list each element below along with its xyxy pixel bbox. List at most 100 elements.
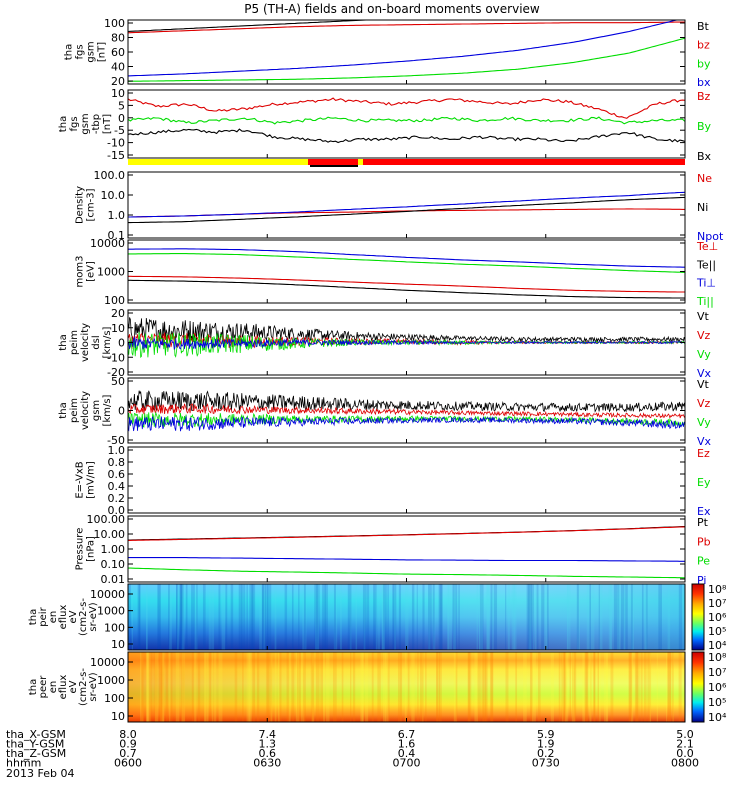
legend-by: by (697, 57, 711, 70)
y-tick-label: -5 (114, 124, 125, 137)
panel-traces (128, 191, 685, 224)
spectrogram-streak (608, 584, 612, 650)
spectrogram-streak (203, 652, 206, 722)
spectrogram-streak (158, 584, 161, 650)
y-axis-label-line: eflux (58, 605, 69, 630)
footer-ephemeris: tha_X-GSM 8.0 7.4 6.7 5.9 5.0 tha_Y-GSM 0.9 1.3 1… (6, 728, 699, 770)
spectrogram-streak (252, 652, 256, 722)
status-bar-black (310, 165, 358, 167)
spectrogram-streak (160, 652, 165, 722)
spectrogram-streak (355, 584, 358, 650)
colorbar-label: 10⁴ (708, 711, 727, 724)
spectrogram-streak (323, 652, 326, 722)
spectrogram-streak (146, 652, 149, 722)
spectrogram-streak (630, 652, 634, 722)
y-tick-label: 100 (104, 17, 125, 30)
spectrogram-streak (137, 584, 141, 650)
spectrogram-streak (656, 652, 658, 722)
spectrogram-streak (257, 652, 260, 722)
spectrogram-streak (362, 584, 367, 650)
spectrogram-streak (284, 584, 288, 650)
legend-bz: Bz (697, 90, 711, 103)
spectrogram-streak (479, 584, 483, 650)
footer-value: 2.1 (676, 738, 694, 751)
spectrogram-streak (181, 652, 185, 722)
spectrogram-streak (170, 652, 173, 722)
y-axis-label-line: [nT] (102, 114, 113, 134)
y-tick-label: 10.00 (94, 528, 126, 541)
spectrogram-streak (298, 584, 300, 650)
spectrogram-streak (452, 584, 456, 650)
y-tick-label: -20 (107, 366, 125, 379)
y-axis-label: tha fgs gsm [nT] (64, 41, 108, 62)
footer-value: 0.7 (119, 747, 137, 760)
spectrogram-streak (481, 652, 484, 722)
spectrogram-streak (131, 584, 133, 650)
y-tick-label: 0.0 (108, 504, 126, 517)
spectrogram-streak (537, 652, 541, 722)
spectrogram-streak (417, 652, 419, 722)
series-npot-line (128, 191, 685, 218)
spectrogram-streak (365, 652, 369, 722)
spectrogram-streak (531, 652, 536, 722)
spectrogram-streak (634, 652, 638, 722)
spectrogram-streak (265, 584, 269, 650)
spectrogram-streak (360, 652, 364, 722)
legend-vy: Vy (697, 348, 711, 361)
y-axis-label-line: E=-VxB (75, 461, 86, 498)
y-axis-label-line: peim (69, 398, 80, 423)
series-bt-line (128, 20, 376, 33)
spectrogram-streak (439, 584, 443, 650)
y-tick-label: 0.4 (108, 480, 126, 493)
legend-by: By (697, 120, 712, 133)
spectrogram-streak (405, 584, 409, 650)
spectrogram-streak (574, 652, 577, 722)
y-tick-label: 100.0 (94, 169, 126, 182)
footer-value: 0700 (393, 757, 421, 770)
colorbar-label: 10⁵ (708, 625, 726, 638)
spectrogram-streak (141, 652, 145, 722)
spectrogram-streak (162, 652, 165, 722)
spectrogram-streak (397, 652, 402, 722)
spectrogram-streak (453, 584, 457, 650)
plot-title: P5 (TH-A) fields and on-board moments ov… (244, 2, 540, 16)
series-pb-line (128, 526, 685, 541)
spectrogram-streak (218, 652, 223, 722)
spectrogram-streak (128, 584, 131, 650)
y-tick-label: 100 (104, 621, 125, 634)
y-tick-label: 1000 (97, 266, 125, 279)
spectrogram-streak (243, 584, 246, 650)
footer-value: 0.2 (537, 747, 555, 760)
y-tick-label: -50 (107, 434, 125, 447)
spectrogram-streak (541, 584, 545, 650)
spectrogram-streak (221, 584, 226, 650)
spectrogram-streak (436, 652, 438, 722)
colorbar-label: 10⁸ (708, 651, 727, 664)
y-axis-label-line: (cm2-s- (78, 668, 89, 706)
y-tick-label: 60 (111, 46, 125, 59)
spectrogram-streak (590, 584, 595, 650)
spectrogram-streak (267, 584, 269, 650)
spectrogram-streak (291, 584, 294, 650)
spectrogram-streak (546, 584, 549, 650)
date-label: 2013 Feb 04 (6, 767, 74, 780)
spectrogram-streak (288, 652, 291, 722)
spectrogram-streak (422, 584, 425, 650)
series-by-line (128, 116, 685, 125)
spectrogram-streak (208, 584, 212, 650)
spectrogram-streak (550, 652, 554, 722)
spectrogram-streak (411, 652, 415, 722)
y-axis-label: tha peer en eflux eV (cm2-s-sr-eV) (28, 668, 99, 706)
spectrogram-streak (168, 584, 172, 650)
spectrogram-streak (161, 652, 165, 722)
spectrogram-streak (140, 652, 144, 722)
footer-value: 1.3 (259, 738, 277, 751)
y-axis-label: mom3 [eV] (75, 256, 97, 288)
spectrogram-streak (393, 584, 397, 650)
spectrogram-streak (274, 652, 277, 722)
legend-bt: Bt (697, 20, 710, 33)
spectrogram-streak (486, 584, 491, 650)
spectrogram-streak (493, 584, 498, 650)
